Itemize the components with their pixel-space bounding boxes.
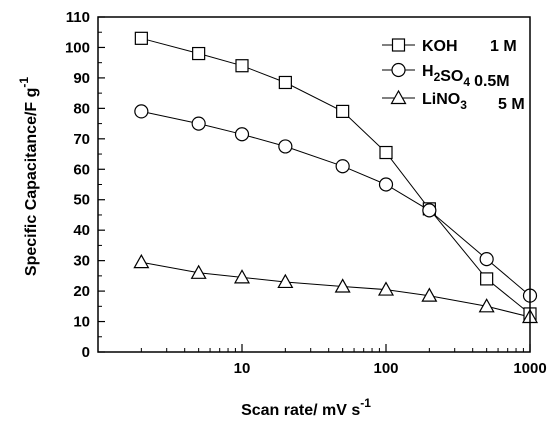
legend-label: KOH 1 M — [422, 38, 517, 55]
data-point-koh — [480, 272, 494, 286]
data-point-lino3 — [478, 298, 495, 313]
legend-marker — [391, 38, 406, 52]
y-axis-title: Specific Capacitance/F g-1 — [17, 77, 40, 277]
legend-label: H2SO4 0.5M — [422, 63, 510, 90]
legend-marker — [390, 89, 407, 105]
legend-label-text: LiNO — [422, 91, 460, 108]
legend-concentration: 5 M — [498, 96, 525, 113]
y-tick-label: 10 — [73, 314, 90, 331]
data-point-h2so4 — [234, 127, 250, 142]
data-point-h2so4 — [479, 252, 494, 267]
legend-label: LiNO3 5 M — [422, 91, 525, 113]
data-point-koh — [379, 145, 393, 160]
y-tick-label: 70 — [73, 131, 90, 148]
legend-label-subscript: 3 — [460, 98, 467, 112]
data-point-h2so4 — [378, 177, 394, 192]
legend: KOH 1 M H2SO4 0.5M LiNO3 5 M — [382, 38, 525, 113]
data-point-lino3 — [334, 278, 351, 293]
y-tick-label: 50 — [73, 192, 90, 209]
x-tick-label: 10 — [234, 360, 251, 377]
y-tick-label: 20 — [73, 283, 90, 300]
data-point-koh — [336, 104, 350, 119]
legend-entry-lino3: LiNO3 5 M — [382, 89, 525, 113]
data-point-h2so4 — [134, 104, 149, 119]
x-tick-label: 100 — [373, 360, 398, 377]
data-point-koh — [278, 75, 292, 90]
data-point-lino3 — [133, 253, 150, 269]
legend-label-subscript: 2 — [434, 70, 441, 84]
data-point-koh — [134, 31, 148, 45]
data-point-lino3 — [421, 287, 438, 302]
data-point-lino3 — [190, 264, 207, 279]
axes: 0 10 20 30 40 50 60 70 80 90 100 110 10 100 1000 Scan r… — [17, 9, 547, 419]
data-point-koh — [235, 59, 249, 73]
x-tick-label: 1000 — [513, 360, 546, 377]
y-tick-label: 90 — [73, 70, 90, 87]
data-point-h2so4 — [191, 116, 206, 131]
x-axis-title-superscript: -1 — [360, 396, 371, 410]
x-axis-title: Scan rate/ mV s-1 — [241, 396, 371, 419]
data-point-koh — [192, 46, 206, 61]
y-tick-label: 30 — [73, 253, 90, 270]
legend-label-text: H — [422, 63, 434, 80]
y-tick-label: 80 — [73, 100, 90, 117]
legend-label-text: KOH — [422, 38, 458, 55]
y-tick-label: 110 — [66, 9, 90, 26]
legend-entry-koh: KOH 1 M — [382, 38, 517, 55]
data-point-lino3 — [377, 281, 395, 296]
legend-concentration: 0.5M — [474, 73, 510, 90]
y-tick-label: 60 — [73, 161, 90, 178]
y-tick-label: 100 — [65, 39, 90, 56]
data-point-h2so4 — [278, 139, 293, 154]
y-axis-title-superscript: -1 — [17, 77, 31, 88]
y-axis-title-text: Specific Capacitance/F g — [23, 88, 40, 277]
data-point-lino3 — [233, 269, 251, 284]
data-point-h2so4 — [422, 203, 437, 218]
legend-concentration: 1 M — [490, 38, 517, 55]
plot-frame — [97, 16, 531, 353]
data-point-h2so4 — [335, 159, 350, 174]
legend-label-subscript: 4 — [463, 75, 470, 89]
legend-label-text: SO — [440, 68, 463, 85]
y-tick-label: 40 — [73, 222, 90, 239]
legend-marker — [391, 62, 406, 78]
x-axis-title-text: Scan rate/ mV s — [241, 402, 360, 419]
legend-entry-h2so4: H2SO4 0.5M — [382, 62, 510, 90]
data-point-lino3 — [277, 273, 294, 289]
y-tick-label: 0 — [82, 344, 90, 361]
